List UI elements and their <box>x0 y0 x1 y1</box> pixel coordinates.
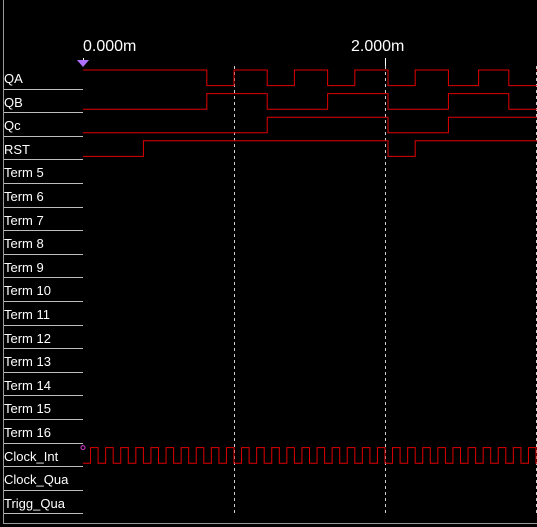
row-separator <box>4 490 83 491</box>
row-separator <box>4 513 83 514</box>
time-tick-label-1: 2.000m <box>351 38 405 55</box>
row-separator <box>4 325 83 326</box>
row-separator <box>4 183 83 184</box>
row-separator <box>4 89 83 90</box>
row-separator <box>4 159 83 160</box>
row-separator <box>4 254 83 255</box>
signal-label[interactable]: Term 12 <box>4 330 51 346</box>
signal-label[interactable]: QB <box>4 94 23 110</box>
waveform-frame <box>3 0 537 524</box>
triangle-cursor-icon <box>77 60 89 67</box>
row-separator <box>4 395 83 396</box>
time-axis-header: 0.000m 2.000m <box>0 0 537 66</box>
signal-label[interactable]: QA <box>4 71 23 86</box>
signal-label[interactable]: Trigg_Qua <box>4 495 65 511</box>
signal-label[interactable]: Term 6 <box>4 189 44 204</box>
signal-label[interactable]: Term 14 <box>4 377 51 393</box>
waveform-trace <box>83 116 537 134</box>
waveform-trace <box>83 69 537 87</box>
signal-label[interactable]: Clock_Qua <box>4 472 69 488</box>
row-separator <box>4 230 83 231</box>
row-separator <box>4 301 83 302</box>
signal-label[interactable]: Term 7 <box>4 212 44 228</box>
row-separator <box>4 207 83 208</box>
waveform-trace <box>83 447 537 464</box>
signal-label[interactable]: Term 5 <box>4 165 44 181</box>
row-separator <box>4 443 83 444</box>
time-tick-label-0: 0.000m <box>83 38 137 55</box>
row-separator <box>4 112 83 113</box>
waveform-trace <box>83 93 537 110</box>
row-separator <box>4 419 83 420</box>
signal-label[interactable]: Qc <box>4 118 21 134</box>
waveform-trace <box>83 140 537 157</box>
signal-label[interactable]: Term 11 <box>4 307 50 322</box>
row-separator <box>4 372 83 373</box>
row-separator <box>4 136 83 137</box>
row-separator <box>4 466 83 467</box>
signal-label[interactable]: Term 16 <box>4 425 51 440</box>
row-separator <box>4 348 83 349</box>
signal-label[interactable]: Clock_Int <box>4 448 59 464</box>
row-separator <box>4 277 83 278</box>
signal-label[interactable]: RST <box>4 141 30 157</box>
signal-label[interactable]: Term 10 <box>4 283 51 299</box>
signal-label[interactable]: Term 15 <box>4 401 51 417</box>
signal-label[interactable]: Term 8 <box>4 236 44 252</box>
clock-marker-icon <box>80 445 86 451</box>
signal-label[interactable]: Term 13 <box>4 354 51 370</box>
signal-label[interactable]: Term 9 <box>4 259 44 275</box>
